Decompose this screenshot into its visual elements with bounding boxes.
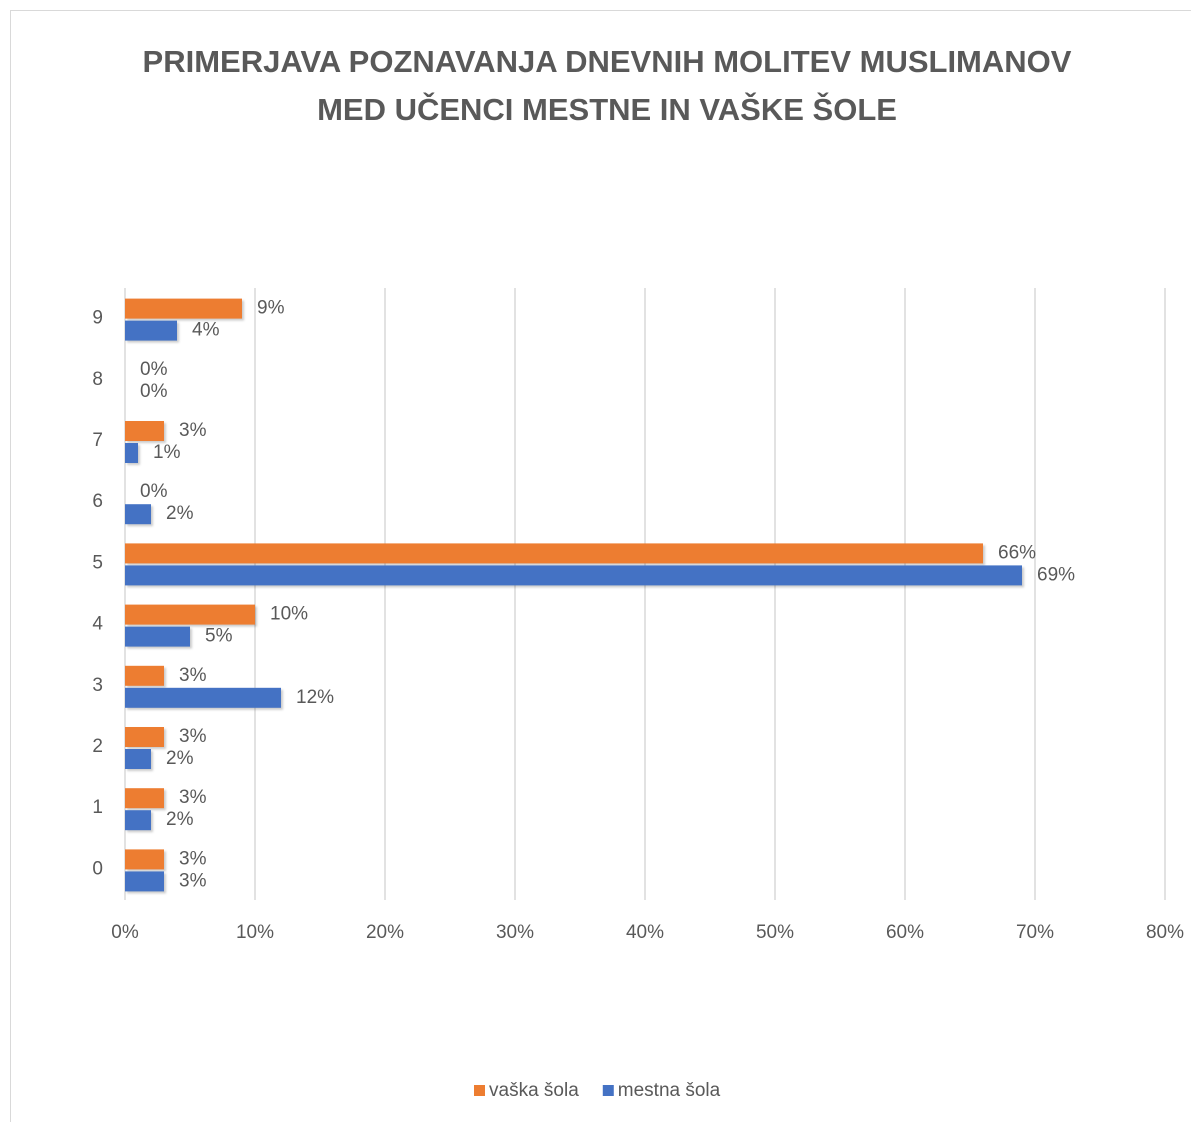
data-label: 10% — [270, 604, 308, 625]
x-tick-label: 20% — [366, 922, 404, 943]
data-label: 2% — [166, 809, 194, 830]
bar — [125, 298, 242, 319]
data-label: 2% — [166, 503, 194, 524]
y-tick-label: 2 — [92, 736, 103, 757]
y-tick-label: 3 — [92, 675, 103, 696]
bar — [125, 727, 164, 747]
bar — [125, 626, 190, 647]
y-tick-label: 0 — [92, 858, 103, 879]
x-tick-label: 60% — [886, 922, 924, 943]
data-label: 3% — [179, 787, 207, 808]
data-label: 5% — [205, 626, 233, 647]
chart-title: PRIMERJAVA POZNAVANJA DNEVNIH MOLITEV MU… — [142, 44, 1072, 127]
bar — [125, 504, 151, 525]
data-label: 4% — [192, 320, 220, 341]
x-tick-label: 80% — [1146, 922, 1184, 943]
bar — [125, 687, 281, 708]
data-label: 0% — [140, 381, 168, 402]
legend-label: vaška šola — [489, 1080, 579, 1101]
data-label: 66% — [998, 542, 1036, 563]
x-tick-label: 50% — [756, 922, 794, 943]
x-tick-label: 0% — [111, 922, 139, 943]
bar — [125, 604, 255, 625]
bar — [125, 421, 164, 441]
bar — [125, 443, 138, 463]
bar — [125, 543, 983, 564]
bar — [125, 810, 151, 831]
legend-swatch — [474, 1085, 485, 1096]
data-label: 3% — [179, 665, 207, 686]
bar — [125, 565, 1022, 586]
bar — [125, 849, 164, 870]
data-label: 2% — [166, 748, 194, 769]
x-tick-label: 40% — [626, 922, 664, 943]
y-tick-label: 6 — [92, 491, 103, 512]
x-tick-label: 30% — [496, 922, 534, 943]
data-label: 12% — [296, 687, 334, 708]
data-label: 1% — [153, 442, 181, 463]
data-label: 3% — [179, 870, 207, 891]
legend-label: mestna šola — [618, 1080, 721, 1101]
data-label: 3% — [179, 848, 207, 869]
data-label: 69% — [1037, 564, 1075, 585]
chart-border — [10, 10, 1191, 1122]
y-tick-label: 7 — [92, 430, 103, 451]
x-tick-label: 10% — [236, 922, 274, 943]
data-label: 0% — [140, 481, 168, 502]
y-tick-label: 4 — [92, 614, 103, 635]
x-tick-label: 70% — [1016, 922, 1054, 943]
data-label: 0% — [140, 359, 168, 380]
bar — [125, 749, 151, 769]
bar — [125, 788, 164, 809]
bar — [125, 320, 177, 341]
y-tick-label: 5 — [92, 552, 103, 573]
y-tick-label: 8 — [92, 369, 103, 390]
bar — [125, 665, 164, 686]
y-tick-label: 1 — [92, 797, 103, 818]
data-label: 9% — [257, 298, 285, 319]
y-tick-label: 9 — [92, 308, 103, 329]
bar — [125, 871, 164, 892]
data-label: 3% — [179, 420, 207, 441]
legend-swatch — [602, 1085, 614, 1096]
data-label: 3% — [179, 726, 207, 747]
